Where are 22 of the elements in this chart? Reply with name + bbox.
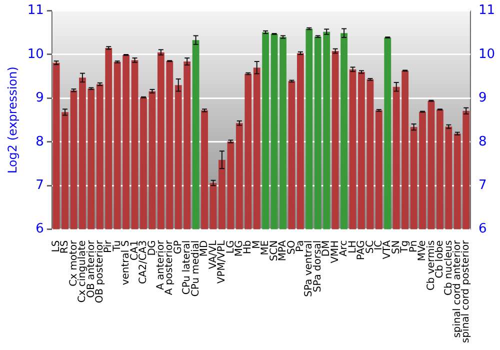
x-tick-label: spinal cord posterior bbox=[460, 239, 472, 344]
y-tick-label: 7 bbox=[36, 178, 44, 193]
y2-tick-label: 7 bbox=[478, 178, 487, 193]
y-tick-label: 9 bbox=[36, 90, 44, 106]
y2-tick-label: 9 bbox=[478, 90, 487, 106]
x-tick-label: RS bbox=[60, 240, 71, 254]
y2-tick-label: 8 bbox=[478, 134, 487, 150]
y-tick-label: 8 bbox=[36, 134, 44, 150]
y-tick-label: 6 bbox=[36, 222, 44, 237]
x-tick-label: A posterior bbox=[164, 239, 176, 296]
x-tick-label: DG bbox=[146, 240, 158, 256]
y2-tick-label: 6 bbox=[478, 222, 487, 237]
x-tick-label: OB posterior bbox=[94, 239, 106, 304]
y2-tick-label: 11 bbox=[478, 3, 496, 18]
y2-tick-label: 10 bbox=[478, 46, 496, 62]
x-tick-label: MVe bbox=[417, 240, 428, 262]
y-axis-title: Log2 (expression) bbox=[5, 66, 20, 174]
x-tick-label: GP bbox=[172, 240, 184, 254]
y-tick-label: 10 bbox=[27, 46, 44, 62]
y-tick-label: 11 bbox=[27, 3, 44, 18]
x-tick-label: Cb lobe bbox=[434, 240, 446, 278]
x-tick-label: Tg bbox=[400, 240, 411, 254]
